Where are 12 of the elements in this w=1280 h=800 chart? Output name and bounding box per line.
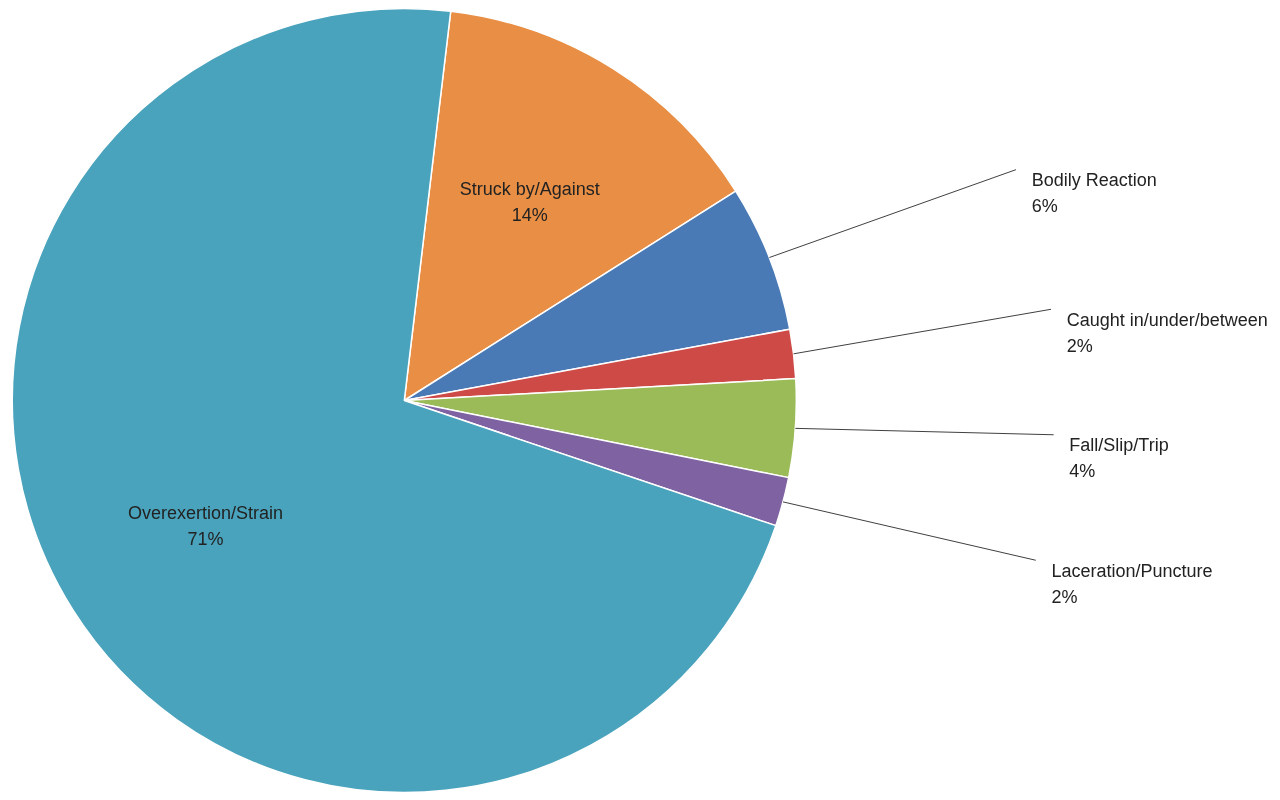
data-label: 2% <box>1051 586 1078 607</box>
data-label: 71% <box>187 529 224 550</box>
slice-label: Caught in/under/between <box>1066 309 1268 330</box>
slice-label: Bodily Reaction <box>1031 170 1157 191</box>
slice-label: Struck by/Against <box>459 178 600 199</box>
slice-label: Overexertion/Strain <box>127 503 283 524</box>
data-label: 14% <box>511 204 548 225</box>
data-label: 2% <box>1066 335 1093 356</box>
slice-label: Laceration/Puncture <box>1051 560 1213 581</box>
data-label: 4% <box>1069 461 1096 482</box>
data-label: 6% <box>1031 196 1058 217</box>
slice-label: Fall/Slip/Trip <box>1069 435 1169 456</box>
